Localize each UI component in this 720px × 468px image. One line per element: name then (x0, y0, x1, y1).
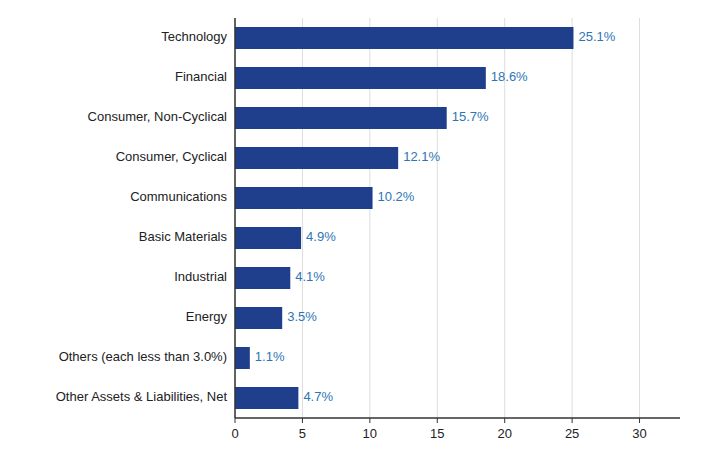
x-tick (572, 418, 573, 423)
x-tick (639, 418, 640, 423)
data-label: 4.7% (303, 389, 333, 404)
bar (235, 227, 301, 249)
data-label: 12.1% (403, 149, 440, 164)
x-tick-label: 10 (363, 426, 377, 441)
x-tick (235, 418, 236, 423)
y-tick-label: Consumer, Non-Cyclical (88, 109, 228, 124)
grid-line (235, 18, 236, 418)
y-tick-label: Technology (161, 29, 227, 44)
axes: 0 5 10 15 20 25 30 Other Assets & Liabilities, … (56, 18, 680, 441)
y-tick-label: Energy (186, 309, 228, 324)
bar (235, 307, 282, 329)
bar (235, 27, 573, 49)
x-tick (302, 418, 303, 423)
data-label: 1.1% (255, 349, 285, 364)
x-axis-line (235, 417, 680, 419)
bar (235, 187, 373, 209)
x-tick-label: 0 (231, 426, 238, 441)
data-labels: 4.7% 1.1% 3.5% 4.1% 4.9% 10.2% 12.1% 15.7% 18.6%… (255, 29, 616, 404)
grid-line (639, 18, 640, 418)
bar (235, 107, 447, 129)
y-tick-label: Financial (175, 69, 227, 84)
data-label: 25.1% (578, 29, 615, 44)
data-label: 4.9% (306, 229, 336, 244)
x-tick-label: 25 (565, 426, 579, 441)
x-tick-label: 20 (497, 426, 511, 441)
y-tick-label: Industrial (174, 269, 227, 284)
bar (235, 347, 250, 369)
chart: 4.7% 1.1% 3.5% 4.1% 4.9% 10.2% 12.1% 15.7% 18.6%… (0, 0, 720, 468)
grid (235, 18, 640, 418)
y-tick-label: Communications (130, 189, 227, 204)
y-tick-label: Basic Materials (139, 229, 228, 244)
data-label: 15.7% (452, 109, 489, 124)
y-axis-line (234, 18, 236, 418)
data-label: 3.5% (287, 309, 317, 324)
data-label: 4.1% (295, 269, 325, 284)
x-tick (437, 418, 438, 423)
bar (235, 267, 290, 289)
grid-line (572, 18, 573, 418)
x-tick-label: 5 (299, 426, 306, 441)
x-tick (504, 418, 505, 423)
x-tick (369, 418, 370, 423)
y-tick-label: Consumer, Cyclical (116, 149, 227, 164)
bars (235, 27, 573, 409)
data-label: 10.2% (378, 189, 415, 204)
x-tick-label: 15 (430, 426, 444, 441)
bar (235, 147, 398, 169)
bar (235, 67, 486, 89)
chart-container: 4.7% 1.1% 3.5% 4.1% 4.9% 10.2% 12.1% 15.7% 18.6%… (0, 0, 720, 468)
x-tick-label: 30 (632, 426, 646, 441)
data-label: 18.6% (491, 69, 528, 84)
y-tick-label: Other Assets & Liabilities, Net (56, 389, 228, 404)
y-tick-label: Others (each less than 3.0%) (59, 349, 227, 364)
bar (235, 387, 298, 409)
